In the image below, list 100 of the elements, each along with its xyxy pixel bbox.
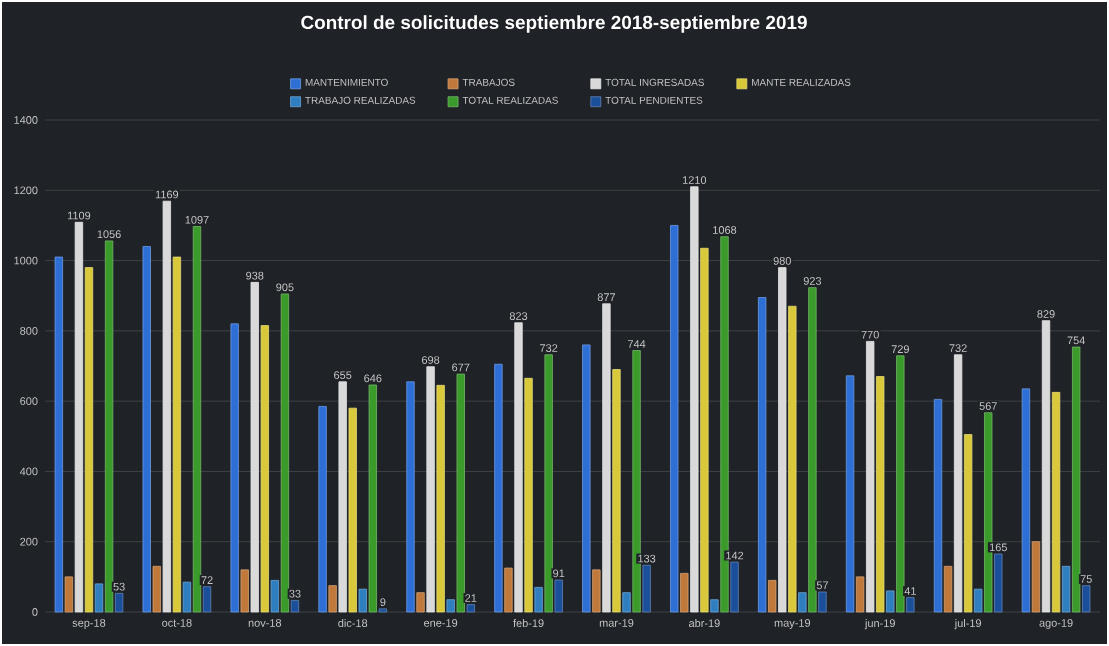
bar (446, 599, 455, 613)
bar (896, 355, 905, 613)
x-tick-label: jun-19 (864, 619, 895, 630)
bar (494, 363, 503, 613)
bar (710, 599, 719, 613)
data-label: 133 (638, 554, 656, 563)
bar (700, 247, 709, 613)
data-label: 91 (553, 569, 565, 578)
bar (142, 246, 151, 613)
legend-label: TRABAJOS (462, 78, 515, 86)
bar (280, 293, 290, 613)
bar (886, 590, 895, 613)
data-label: 877 (597, 293, 616, 301)
bar (406, 381, 415, 613)
legend-label: MANTENIMIENTO (305, 78, 388, 86)
bar (250, 281, 259, 613)
bar (582, 344, 591, 613)
legend-label: TOTAL REALIZADAS (462, 96, 558, 104)
bar (182, 581, 192, 613)
y-tick-label: 600 (20, 397, 38, 406)
bar (963, 434, 973, 613)
data-label: 744 (627, 340, 646, 348)
y-tick-label: 800 (20, 326, 38, 335)
y-tick-label: 400 (19, 467, 38, 476)
bar (426, 366, 435, 613)
bar (953, 354, 963, 613)
data-label: 21 (465, 594, 477, 602)
data-label: 646 (364, 374, 382, 383)
x-tick-label: mar-19 (599, 619, 634, 627)
data-label: 829 (1037, 310, 1055, 318)
bar (74, 221, 84, 613)
bar (768, 579, 777, 613)
data-label: 165 (989, 543, 1007, 552)
bar (416, 592, 425, 613)
bar (855, 576, 865, 613)
bar (202, 586, 212, 613)
bar (1061, 565, 1071, 613)
bar (152, 565, 161, 613)
bar (906, 597, 915, 613)
x-tick-label: dic-18 (338, 619, 368, 628)
data-label: 1097 (185, 215, 209, 224)
bar (592, 569, 601, 613)
bar (338, 381, 347, 613)
bar (104, 240, 114, 613)
bar (933, 398, 943, 613)
bar (974, 588, 983, 613)
bar (845, 375, 855, 613)
bar (368, 384, 377, 613)
data-label: 1169 (155, 190, 179, 199)
bar (54, 256, 63, 613)
data-label: 732 (540, 344, 558, 352)
y-tick-label: 1200 (14, 186, 38, 195)
data-label: 732 (949, 344, 967, 352)
data-label: 9 (380, 598, 386, 607)
legend-label: TOTAL INGRESADAS (605, 78, 704, 86)
bar (436, 384, 445, 613)
bar (240, 569, 249, 613)
legend-label: MANTE REALIZADAS (752, 78, 851, 86)
x-tick-label: jul-19 (954, 619, 982, 630)
data-label: 142 (726, 551, 744, 560)
y-tick-label: 0 (32, 608, 38, 616)
data-label: 1068 (713, 226, 737, 234)
bar (788, 305, 797, 613)
data-label: 823 (509, 312, 528, 320)
data-label: 72 (201, 576, 213, 584)
bar (192, 226, 202, 613)
data-label: 923 (803, 277, 822, 285)
bar (1021, 388, 1031, 613)
bar (290, 600, 300, 613)
bar (680, 572, 689, 613)
data-label: 980 (773, 257, 791, 265)
y-tick-label: 200 (20, 537, 38, 546)
bar (622, 592, 631, 613)
bar (808, 287, 817, 613)
bar (758, 297, 767, 613)
bar (162, 200, 171, 613)
data-label: 770 (861, 330, 879, 339)
data-label: 677 (452, 363, 470, 372)
bar (994, 553, 1003, 613)
x-tick-label: feb-19 (513, 619, 544, 628)
bar (1051, 391, 1061, 613)
data-label: 33 (289, 589, 301, 598)
bar (602, 303, 611, 613)
bar (943, 565, 953, 613)
bar (84, 267, 94, 613)
data-label: 57 (816, 581, 829, 590)
data-label: 905 (276, 283, 294, 292)
bar (778, 267, 787, 613)
data-label: 698 (422, 356, 440, 364)
bar (378, 608, 388, 613)
bar (64, 576, 74, 613)
bar (114, 592, 124, 613)
bar (260, 325, 269, 613)
bar (1082, 585, 1091, 613)
x-tick-label: nov-18 (248, 619, 282, 627)
data-label: 75 (1080, 575, 1092, 583)
data-label: 1109 (67, 211, 91, 220)
bar (554, 579, 563, 613)
bar (318, 406, 327, 613)
bar (230, 323, 239, 613)
